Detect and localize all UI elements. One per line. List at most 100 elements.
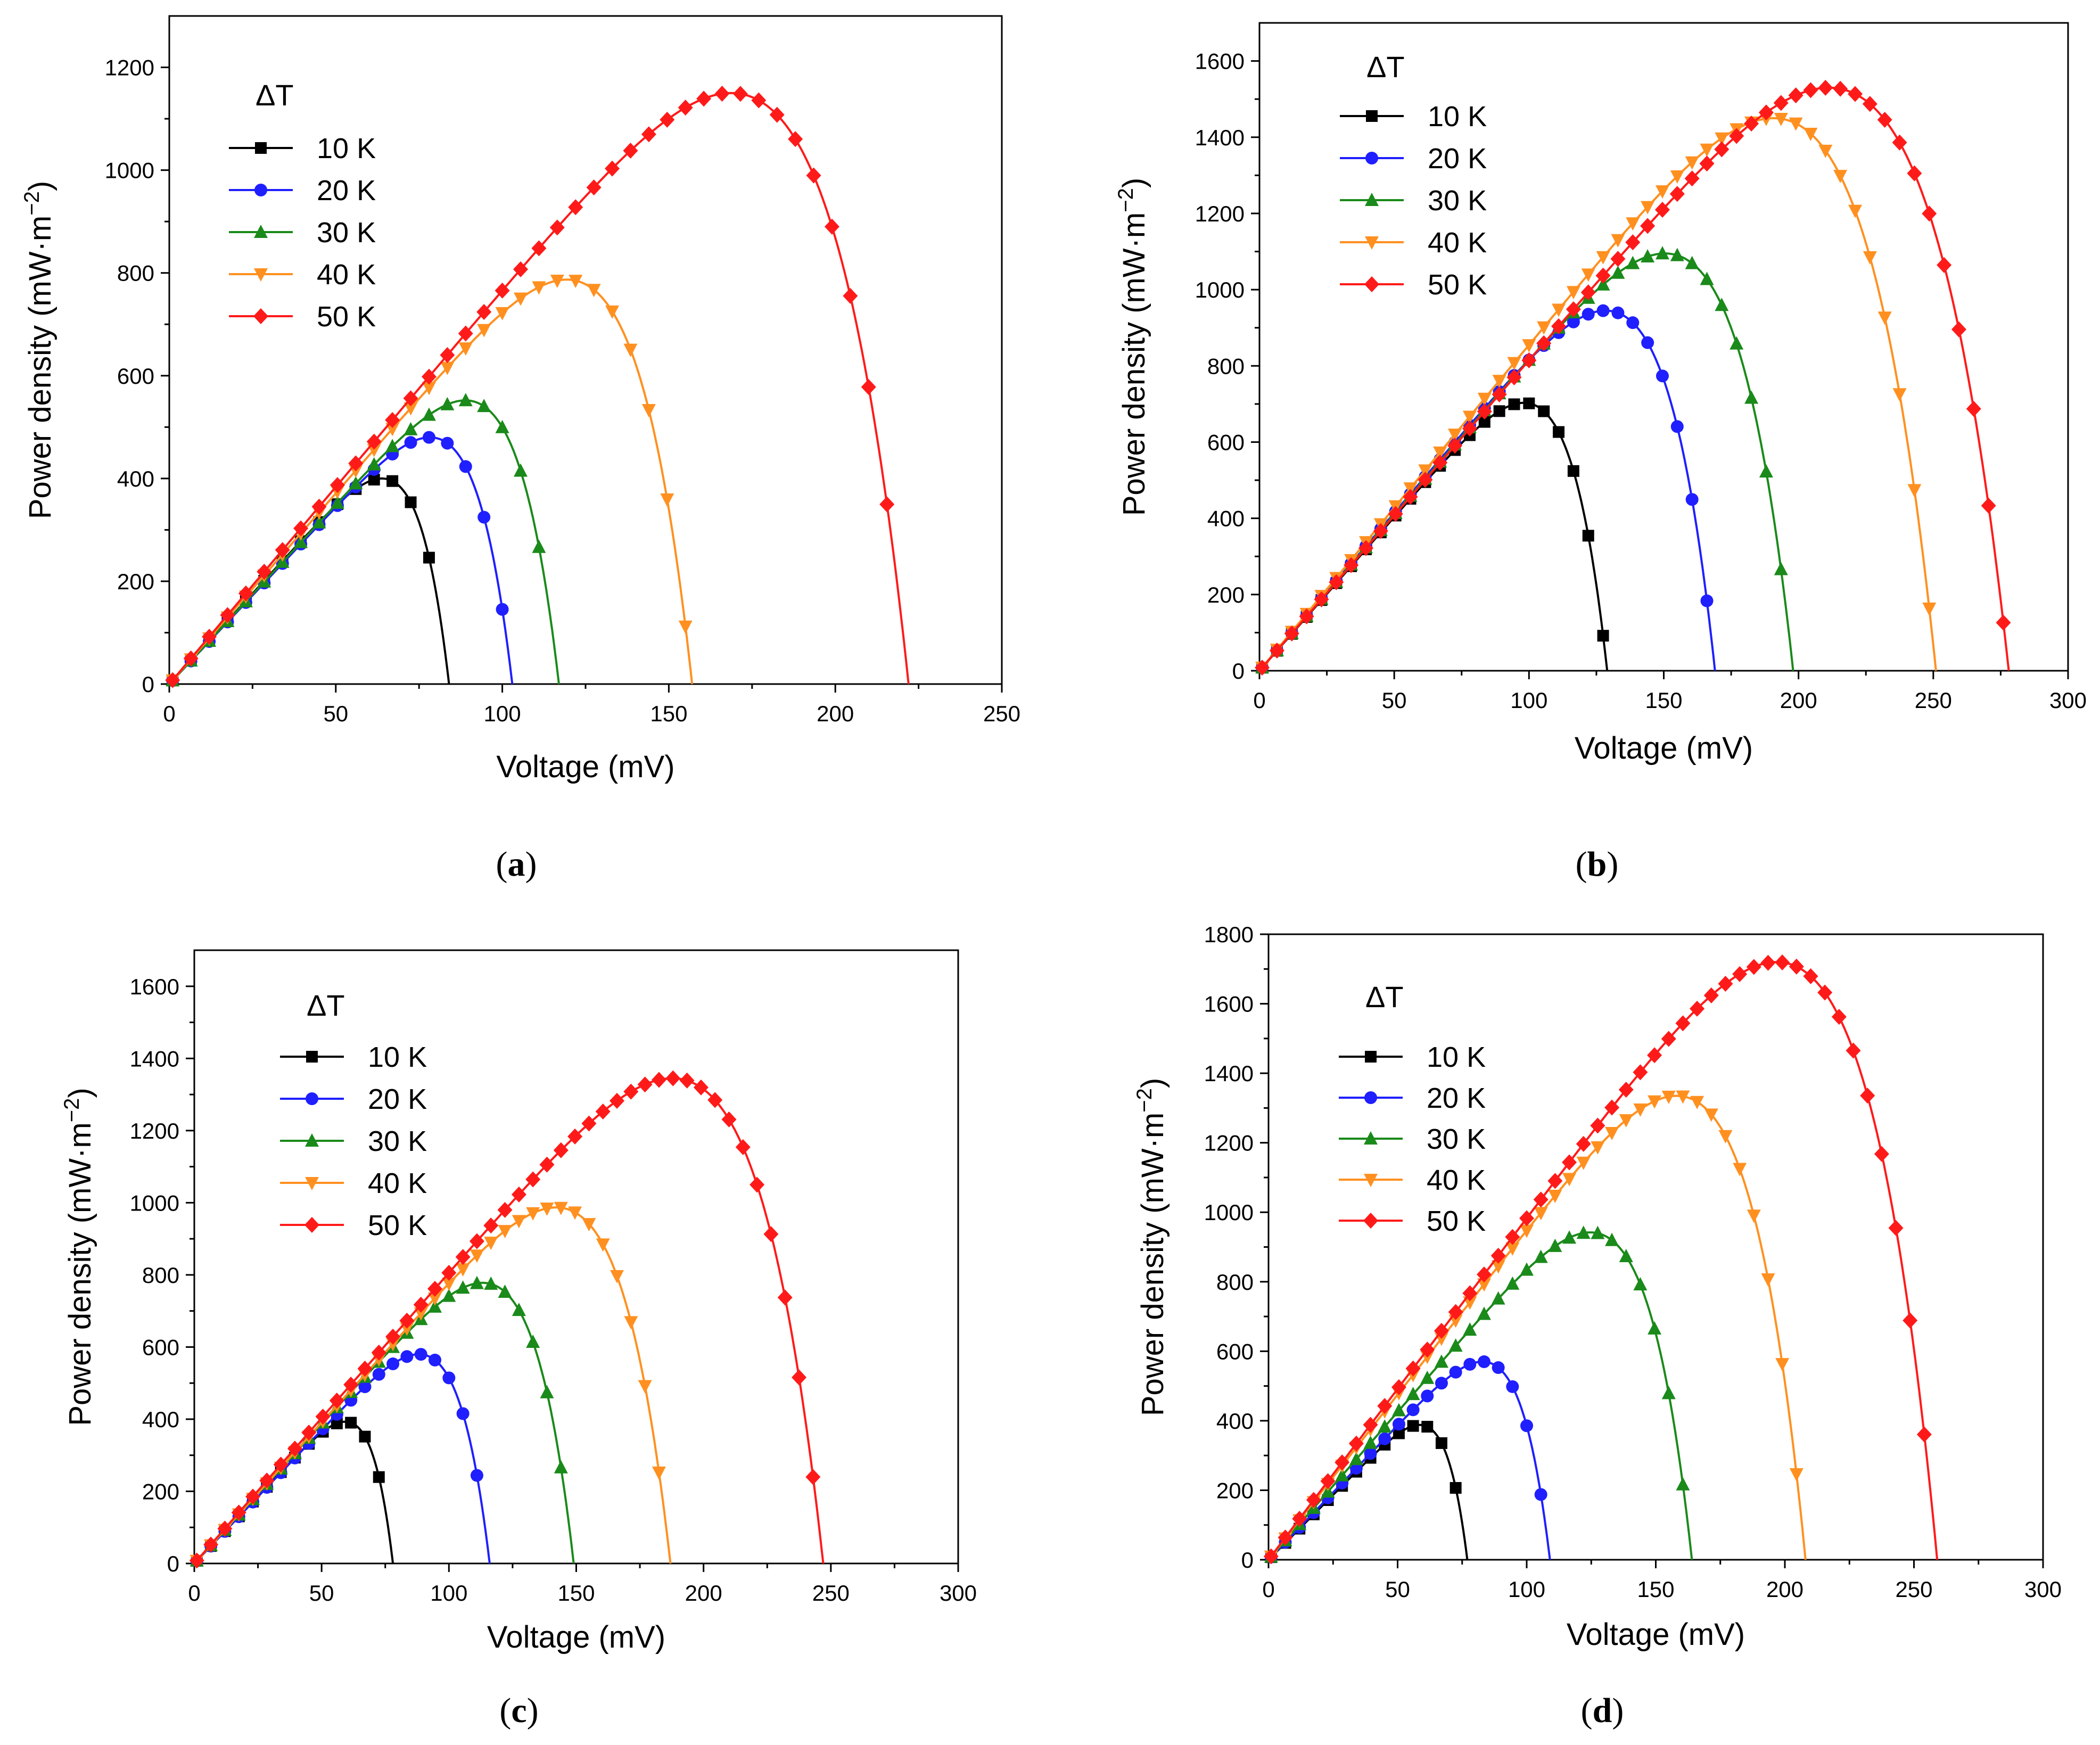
data-point <box>861 378 876 395</box>
data-point <box>1534 1249 1548 1263</box>
data-point <box>1775 1358 1790 1372</box>
y-tick-label: 800 <box>1216 1270 1254 1295</box>
data-point <box>403 402 418 416</box>
data-point <box>404 436 417 449</box>
data-point <box>586 179 602 196</box>
data-point <box>423 552 435 564</box>
data-point <box>385 439 400 452</box>
data-point <box>805 1469 821 1485</box>
data-point <box>1421 1389 1434 1403</box>
data-point <box>1647 1047 1662 1064</box>
data-point <box>1833 170 1848 184</box>
data-point <box>1448 429 1462 442</box>
data-point <box>1284 625 1299 641</box>
data-point <box>1292 1510 1307 1527</box>
data-point <box>1576 1135 1591 1152</box>
data-point <box>1519 1210 1534 1227</box>
data-point <box>1684 170 1700 187</box>
panel-caption: (b) <box>1576 845 1619 884</box>
data-point <box>1655 185 1669 199</box>
data-point <box>531 240 547 257</box>
data-point <box>696 90 712 107</box>
data-point <box>1676 1090 1690 1104</box>
x-tick-label: 250 <box>1895 1577 1932 1602</box>
data-point <box>470 1249 484 1263</box>
data-point <box>385 423 400 437</box>
data-point <box>311 498 327 515</box>
series-50K <box>1263 954 1939 1565</box>
data-point <box>1761 1273 1775 1287</box>
data-point <box>540 1202 554 1216</box>
data-point <box>1477 1306 1491 1320</box>
data-point <box>693 1079 709 1096</box>
data-point <box>879 496 895 513</box>
legend-label: 20 K <box>1427 1082 1486 1114</box>
legend-marker <box>305 1177 319 1190</box>
legend-marker <box>306 1051 318 1063</box>
panel-caption: (d) <box>1581 1691 1624 1730</box>
data-point <box>495 307 509 320</box>
data-point <box>1538 405 1550 417</box>
data-point <box>202 629 217 645</box>
data-point <box>1314 591 1329 607</box>
data-point <box>1477 1278 1491 1292</box>
y-tick-label: 1000 <box>105 158 154 183</box>
data-point <box>1520 1224 1534 1238</box>
data-point <box>1448 1304 1463 1320</box>
data-point <box>1463 1322 1477 1336</box>
legend-label: 30 K <box>317 217 376 249</box>
legend-label: 10 K <box>1428 101 1487 133</box>
data-point <box>293 520 309 537</box>
data-point <box>532 281 546 295</box>
data-point <box>456 1280 470 1294</box>
data-point <box>582 1218 596 1232</box>
data-point <box>1477 392 1492 406</box>
data-point <box>1669 186 1685 202</box>
data-point <box>414 1307 428 1321</box>
y-tick-label: 1200 <box>1195 201 1245 226</box>
data-point <box>1418 464 1432 478</box>
data-point <box>735 1139 751 1155</box>
y-tick-label: 400 <box>142 1407 179 1432</box>
x-tick-label: 100 <box>1508 1577 1545 1602</box>
data-point <box>1654 202 1670 218</box>
data-point <box>1566 301 1581 318</box>
legend-label: 40 K <box>1427 1164 1486 1196</box>
series-40K <box>1255 112 1937 675</box>
y-tick-label: 400 <box>117 466 154 491</box>
data-point <box>641 126 656 143</box>
data-point <box>843 287 858 304</box>
data-point <box>1641 336 1654 349</box>
data-point <box>638 1380 652 1394</box>
series-50K <box>189 1070 825 1569</box>
data-point <box>553 1142 569 1158</box>
data-point <box>1406 1403 1420 1417</box>
data-point <box>1378 1432 1391 1445</box>
data-point <box>1626 316 1640 330</box>
data-point <box>440 397 455 410</box>
data-point <box>312 515 326 529</box>
data-point <box>568 199 583 216</box>
data-point <box>422 382 436 396</box>
data-point <box>824 218 839 235</box>
series-line <box>168 436 514 685</box>
data-point <box>1676 1477 1690 1491</box>
data-point <box>428 1299 442 1313</box>
data-point <box>525 1171 541 1188</box>
legend-marker <box>1364 1174 1378 1187</box>
legend-title: ΔT <box>1365 980 1404 1014</box>
legend-label: 30 K <box>1428 185 1487 217</box>
legend-marker <box>1366 110 1378 122</box>
series-30K <box>166 393 560 687</box>
y-tick-label: 400 <box>1207 506 1245 531</box>
x-tick-label: 150 <box>557 1581 595 1606</box>
x-tick-label: 200 <box>817 701 854 726</box>
data-point <box>714 86 730 102</box>
data-point <box>1462 410 1477 424</box>
data-point <box>1789 958 1804 975</box>
data-point <box>294 534 308 548</box>
data-point <box>595 1103 611 1120</box>
data-point <box>1534 1207 1548 1221</box>
data-point <box>231 1504 246 1521</box>
data-point <box>1715 132 1729 146</box>
